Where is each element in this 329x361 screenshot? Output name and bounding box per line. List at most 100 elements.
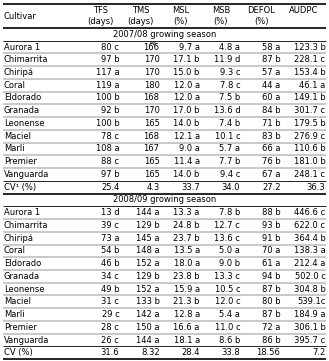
Text: 31.6: 31.6 — [101, 348, 119, 357]
Text: Maciel: Maciel — [4, 297, 31, 306]
Text: 9.7 a: 9.7 a — [179, 43, 200, 52]
Text: Coral: Coral — [4, 247, 26, 255]
Text: 148 a: 148 a — [136, 247, 160, 255]
Text: 7.8 b: 7.8 b — [219, 208, 240, 217]
Text: 97 b: 97 b — [101, 170, 119, 179]
Text: 15.9 a: 15.9 a — [174, 284, 200, 293]
Text: 9.0 b: 9.0 b — [219, 259, 240, 268]
Text: 57 a: 57 a — [262, 68, 280, 77]
Text: 108 a: 108 a — [96, 144, 119, 153]
Text: 446.6 c: 446.6 c — [294, 208, 325, 217]
Text: 184.9 a: 184.9 a — [294, 310, 325, 319]
Text: Vanguarda: Vanguarda — [4, 170, 49, 179]
Text: 117 a: 117 a — [96, 68, 119, 77]
Text: 46 b: 46 b — [101, 259, 119, 268]
Text: 7.8 c: 7.8 c — [219, 81, 240, 90]
Text: 13.6 d: 13.6 d — [214, 106, 240, 115]
Text: 84 b: 84 b — [262, 106, 280, 115]
Text: 7.4 b: 7.4 b — [219, 119, 240, 128]
Text: 110.6 b: 110.6 b — [293, 144, 325, 153]
Text: 23.7 b: 23.7 b — [173, 234, 200, 243]
Text: 212.4 a: 212.4 a — [294, 259, 325, 268]
Text: 86 b: 86 b — [262, 336, 280, 345]
Text: 15.0 b: 15.0 b — [173, 68, 200, 77]
Text: Marli: Marli — [4, 310, 25, 319]
Text: 94 b: 94 b — [262, 272, 280, 281]
Text: DEFOL: DEFOL — [247, 6, 275, 16]
Text: 80 b: 80 b — [262, 297, 280, 306]
Text: ns: ns — [149, 41, 157, 46]
Text: CV¹ (%): CV¹ (%) — [4, 183, 36, 192]
Text: 7.5 b: 7.5 b — [219, 93, 240, 103]
Text: Cultivar: Cultivar — [4, 12, 37, 21]
Text: 8.6 b: 8.6 b — [219, 336, 240, 345]
Text: 13.3 a: 13.3 a — [173, 208, 200, 217]
Text: 4.8 a: 4.8 a — [219, 43, 240, 52]
Text: MSB: MSB — [212, 6, 230, 16]
Text: 228.1 c: 228.1 c — [294, 55, 325, 64]
Text: 165: 165 — [144, 170, 160, 179]
Text: 9.0 a: 9.0 a — [179, 144, 200, 153]
Text: 12.1 a: 12.1 a — [174, 132, 200, 141]
Text: 26 c: 26 c — [101, 336, 119, 345]
Text: 395.7 c: 395.7 c — [294, 336, 325, 345]
Text: MSL: MSL — [172, 6, 189, 16]
Text: Aurora 1: Aurora 1 — [4, 208, 40, 217]
Text: 11.9 d: 11.9 d — [214, 55, 240, 64]
Text: 304.8 b: 304.8 b — [293, 284, 325, 293]
Text: 180: 180 — [144, 81, 160, 90]
Text: (days): (days) — [87, 17, 113, 26]
Text: 5.0 a: 5.0 a — [219, 247, 240, 255]
Text: 10.1 c: 10.1 c — [215, 132, 240, 141]
Text: 87 b: 87 b — [262, 310, 280, 319]
Text: 364.4 b: 364.4 b — [293, 234, 325, 243]
Text: 92 b: 92 b — [101, 106, 119, 115]
Text: 16.6 a: 16.6 a — [173, 323, 200, 332]
Text: 76 b: 76 b — [262, 157, 280, 166]
Text: 142 a: 142 a — [136, 310, 160, 319]
Text: 168: 168 — [143, 93, 160, 103]
Text: 34 c: 34 c — [101, 272, 119, 281]
Text: 170: 170 — [144, 106, 160, 115]
Text: Chiripá: Chiripá — [4, 68, 34, 77]
Text: 72 a: 72 a — [262, 323, 280, 332]
Text: 144 a: 144 a — [136, 336, 160, 345]
Text: 5.7 a: 5.7 a — [219, 144, 240, 153]
Text: 152 a: 152 a — [136, 259, 160, 268]
Text: 167: 167 — [143, 144, 160, 153]
Text: 12.0 a: 12.0 a — [174, 81, 200, 90]
Text: 133 b: 133 b — [136, 297, 160, 306]
Text: 54 b: 54 b — [101, 247, 119, 255]
Text: Chimarrita: Chimarrita — [4, 221, 48, 230]
Text: 13.6 c: 13.6 c — [214, 234, 240, 243]
Text: 5.4 a: 5.4 a — [219, 310, 240, 319]
Text: Coral: Coral — [4, 81, 26, 90]
Text: 144 a: 144 a — [136, 208, 160, 217]
Text: 46.1 a: 46.1 a — [299, 81, 325, 90]
Text: 29 c: 29 c — [102, 310, 119, 319]
Text: 8.32: 8.32 — [141, 348, 160, 357]
Text: Granada: Granada — [4, 272, 40, 281]
Text: 9.4 c: 9.4 c — [220, 170, 240, 179]
Text: 87 b: 87 b — [262, 55, 280, 64]
Text: 539.1c: 539.1c — [297, 297, 325, 306]
Text: 276.9 c: 276.9 c — [294, 132, 325, 141]
Text: 168: 168 — [143, 132, 160, 141]
Text: 12.7 c: 12.7 c — [215, 221, 240, 230]
Text: 13.5 a: 13.5 a — [174, 247, 200, 255]
Text: 145 a: 145 a — [136, 234, 160, 243]
Text: 9.3 c: 9.3 c — [220, 68, 240, 77]
Text: 83 b: 83 b — [262, 132, 280, 141]
Text: 88 c: 88 c — [101, 157, 119, 166]
Text: 25.4: 25.4 — [101, 183, 119, 192]
Text: Premier: Premier — [4, 157, 37, 166]
Text: 12.0 c: 12.0 c — [215, 297, 240, 306]
Text: TFS: TFS — [92, 6, 108, 16]
Text: 24.8 b: 24.8 b — [173, 221, 200, 230]
Text: (%): (%) — [173, 17, 188, 26]
Text: 13 d: 13 d — [101, 208, 119, 217]
Text: 91 b: 91 b — [262, 234, 280, 243]
Text: 502.0 c: 502.0 c — [294, 272, 325, 281]
Text: Vanguarda: Vanguarda — [4, 336, 49, 345]
Text: (%): (%) — [254, 17, 268, 26]
